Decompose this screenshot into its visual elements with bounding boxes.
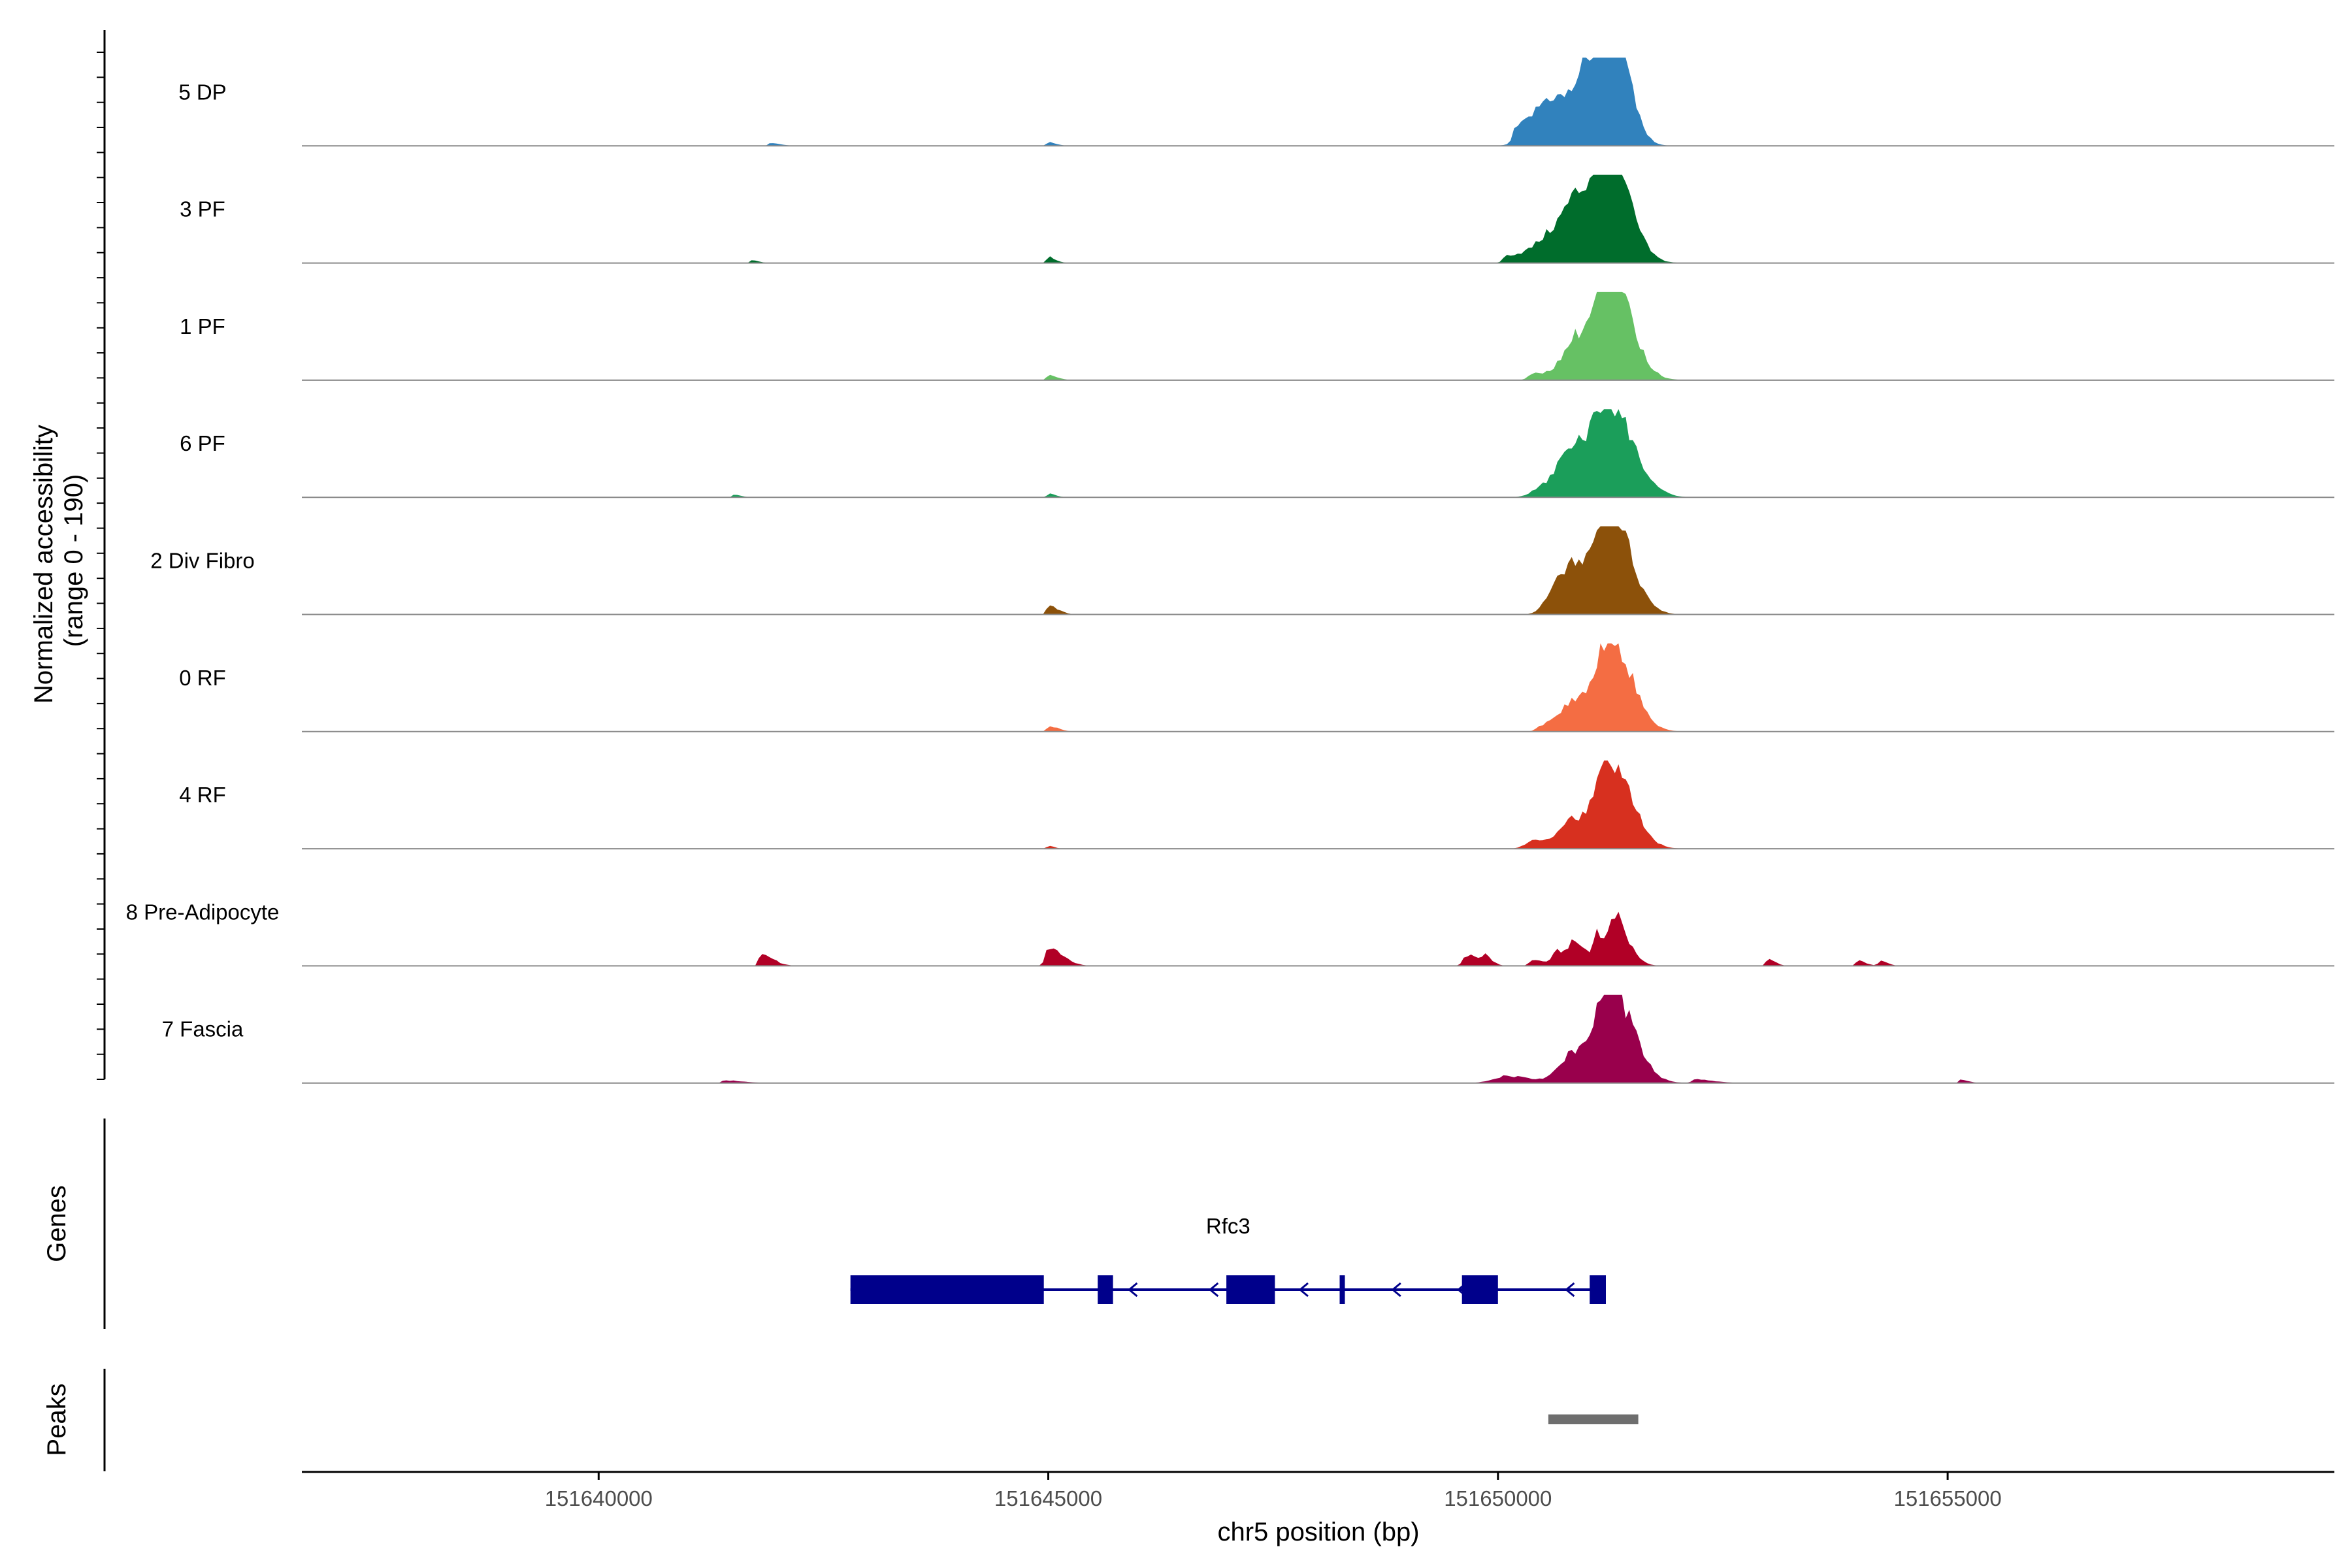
gene-exon bbox=[1590, 1275, 1606, 1304]
track-label: 3 PF bbox=[180, 197, 225, 221]
coverage-area bbox=[302, 994, 2334, 1083]
coverage-area bbox=[302, 911, 2334, 966]
gene-exon bbox=[1098, 1275, 1113, 1304]
gene-exon bbox=[850, 1275, 1044, 1304]
track-2: 3 PF bbox=[180, 174, 2334, 264]
x-axis: 151640000 151645000 151650000 151655000 bbox=[302, 1471, 2334, 1511]
track-4: 6 PF bbox=[180, 409, 2334, 498]
gene-name-label: Rfc3 bbox=[1206, 1214, 1250, 1238]
peaks-layer bbox=[1548, 1414, 1639, 1424]
track-label: 4 RF bbox=[179, 783, 226, 807]
track-1: 5 DP bbox=[178, 57, 2334, 147]
x-tick-label: 151655000 bbox=[1894, 1486, 2002, 1511]
track-label: 0 RF bbox=[179, 666, 226, 690]
strand-arrow-icon bbox=[1128, 1282, 1138, 1298]
strand-arrow-icon bbox=[1298, 1282, 1309, 1298]
coverage-area bbox=[302, 526, 2334, 615]
peaks-track-label: Peaks bbox=[42, 1383, 71, 1456]
coverage-area bbox=[302, 57, 2334, 146]
accessibility-axis-label-line1: Normalized accessibility bbox=[29, 425, 58, 704]
genes-layer: Rfc3 bbox=[850, 1214, 1606, 1304]
genes-track-label: Genes bbox=[42, 1185, 71, 1262]
track-label: 6 PF bbox=[180, 431, 225, 455]
coverage-area bbox=[302, 174, 2334, 263]
strand-arrow-icon bbox=[1208, 1282, 1219, 1298]
track-label: 8 Pre-Adipocyte bbox=[126, 900, 280, 924]
track-label: 5 DP bbox=[178, 80, 226, 104]
x-tick-label: 151645000 bbox=[994, 1486, 1102, 1511]
track-8: 8 Pre-Adipocyte bbox=[126, 900, 2334, 967]
strand-arrow-icon bbox=[1391, 1282, 1401, 1298]
track-3: 1 PF bbox=[180, 291, 2334, 381]
track-7: 4 RF bbox=[179, 760, 2334, 850]
coverage-area bbox=[302, 760, 2334, 849]
accessibility-axis bbox=[97, 30, 106, 1080]
accessibility-axis-label-line2: (range 0 - 190) bbox=[59, 474, 88, 647]
tracks-layer: 5 DP 3 PF 1 PF 6 PF 2 Div Fibro 0 RF 4 RF 8 Pre… bbox=[126, 57, 2334, 1084]
strand-arrow-icon bbox=[1456, 1282, 1467, 1298]
track-label: 1 PF bbox=[180, 314, 225, 338]
gene-exon bbox=[1226, 1275, 1275, 1304]
track-5: 2 Div Fibro bbox=[150, 526, 2334, 615]
gene-exon bbox=[1339, 1275, 1345, 1304]
accessibility-axis-label: Normalized accessibility (range 0 - 190) bbox=[29, 417, 88, 704]
coverage-area bbox=[302, 291, 2334, 380]
coverage-area bbox=[302, 643, 2334, 732]
peak-region bbox=[1548, 1414, 1639, 1424]
strand-arrow-icon bbox=[1565, 1282, 1575, 1298]
x-tick-label: 151640000 bbox=[545, 1486, 653, 1511]
track-9: 7 Fascia bbox=[162, 994, 2334, 1084]
x-tick-label: 151650000 bbox=[1444, 1486, 1552, 1511]
coverage-area bbox=[302, 409, 2334, 498]
gene-exon bbox=[1462, 1275, 1498, 1304]
track-label: 7 Fascia bbox=[162, 1017, 244, 1041]
x-axis-title: chr5 position (bp) bbox=[1217, 1518, 1419, 1546]
track-6: 0 RF bbox=[179, 643, 2334, 732]
track-label: 2 Div Fibro bbox=[150, 549, 255, 573]
